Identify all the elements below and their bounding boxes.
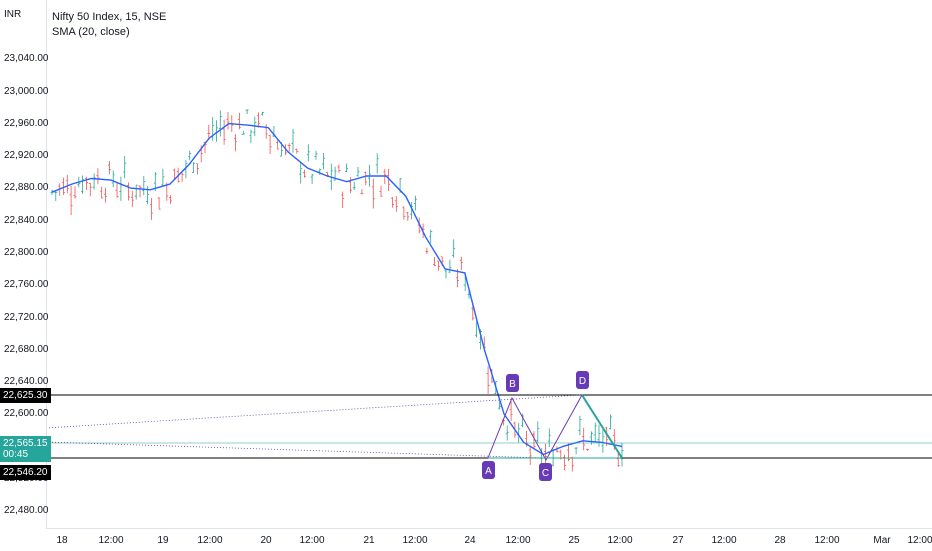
time-tick: 24 [464, 535, 476, 546]
time-axis[interactable]: 18 12:00 19 12:00 20 12:00 21 12:00 24 1… [46, 528, 932, 551]
current-price-value: 22,565.15 [3, 438, 48, 449]
time-tick: 12:00 [711, 535, 737, 546]
price-tick: 22,920.00 [4, 150, 49, 161]
time-tick: 21 [363, 535, 375, 546]
point-b-label: B [509, 379, 516, 390]
price-tick: 22,880.00 [4, 182, 49, 193]
time-tick: Mar [873, 535, 891, 546]
horizontal-levels[interactable] [46, 394, 932, 459]
time-tick: 12:00 [197, 535, 223, 546]
point-a-label: A [485, 466, 492, 477]
candlestick-series [50, 109, 624, 472]
time-tick: 12:00 [402, 535, 428, 546]
price-tick: 22,760.00 [4, 279, 49, 290]
price-chart[interactable]: A B C D [0, 0, 932, 528]
symbol-title[interactable]: Nifty 50 Index, 15, NSE [52, 11, 167, 23]
pattern-point-labels[interactable]: A B C D [482, 371, 589, 481]
price-tick: 22,600.00 [4, 408, 49, 419]
price-tick: 22,680.00 [4, 344, 49, 355]
currency-label[interactable]: INR [4, 9, 22, 20]
time-tick: 12:00 [814, 535, 840, 546]
point-a-marker[interactable]: A [482, 461, 495, 479]
price-tick: 23,000.00 [4, 86, 49, 97]
lower-level-badge[interactable]: 22,546.20 [0, 465, 51, 480]
chart-legend[interactable]: Nifty 50 Index, 15, NSE SMA (20, close) [52, 10, 166, 40]
dotted-trend-lower[interactable] [45, 441, 546, 459]
price-tick: 22,840.00 [4, 215, 49, 226]
pattern-edge-line[interactable] [581, 394, 623, 459]
time-tick: 19 [157, 535, 169, 546]
price-tick: 22,800.00 [4, 247, 49, 258]
harmonic-pattern[interactable] [487, 394, 623, 462]
pattern-lines[interactable] [487, 394, 583, 462]
time-tick: 27 [672, 535, 684, 546]
time-tick: 12:00 [299, 535, 325, 546]
upper-level-badge[interactable]: 22,625.30 [0, 388, 51, 403]
bar-countdown: 00:45 [3, 449, 29, 460]
current-price-badge[interactable]: 22,565.15 00:45 [0, 436, 51, 462]
time-tick: 12:00 [607, 535, 633, 546]
price-axis[interactable]: INR 23,040.00 23,000.00 22,960.00 22,920… [0, 0, 51, 528]
price-tick: 22,640.00 [4, 376, 49, 387]
time-tick: 25 [568, 535, 580, 546]
trend-lines[interactable] [45, 394, 581, 459]
point-c-label: C [542, 468, 549, 479]
time-tick: 12:00 [907, 535, 932, 546]
time-tick: 20 [260, 535, 272, 546]
time-tick: 18 [56, 535, 68, 546]
indicator-title[interactable]: SMA (20, close) [52, 26, 130, 38]
dotted-trend-upper[interactable] [45, 394, 581, 429]
point-b-marker[interactable]: B [506, 374, 519, 392]
price-tick: 22,480.00 [4, 505, 49, 516]
price-tick: 22,960.00 [4, 118, 49, 129]
time-tick: 12:00 [505, 535, 531, 546]
time-tick: 28 [774, 535, 786, 546]
point-d-marker[interactable]: D [576, 371, 589, 389]
sma-line [51, 122, 623, 456]
price-tick: 23,040.00 [4, 53, 49, 64]
price-tick: 22,720.00 [4, 312, 49, 323]
time-tick: 12:00 [98, 535, 124, 546]
point-c-marker[interactable]: C [539, 463, 552, 481]
point-d-label: D [579, 376, 586, 387]
